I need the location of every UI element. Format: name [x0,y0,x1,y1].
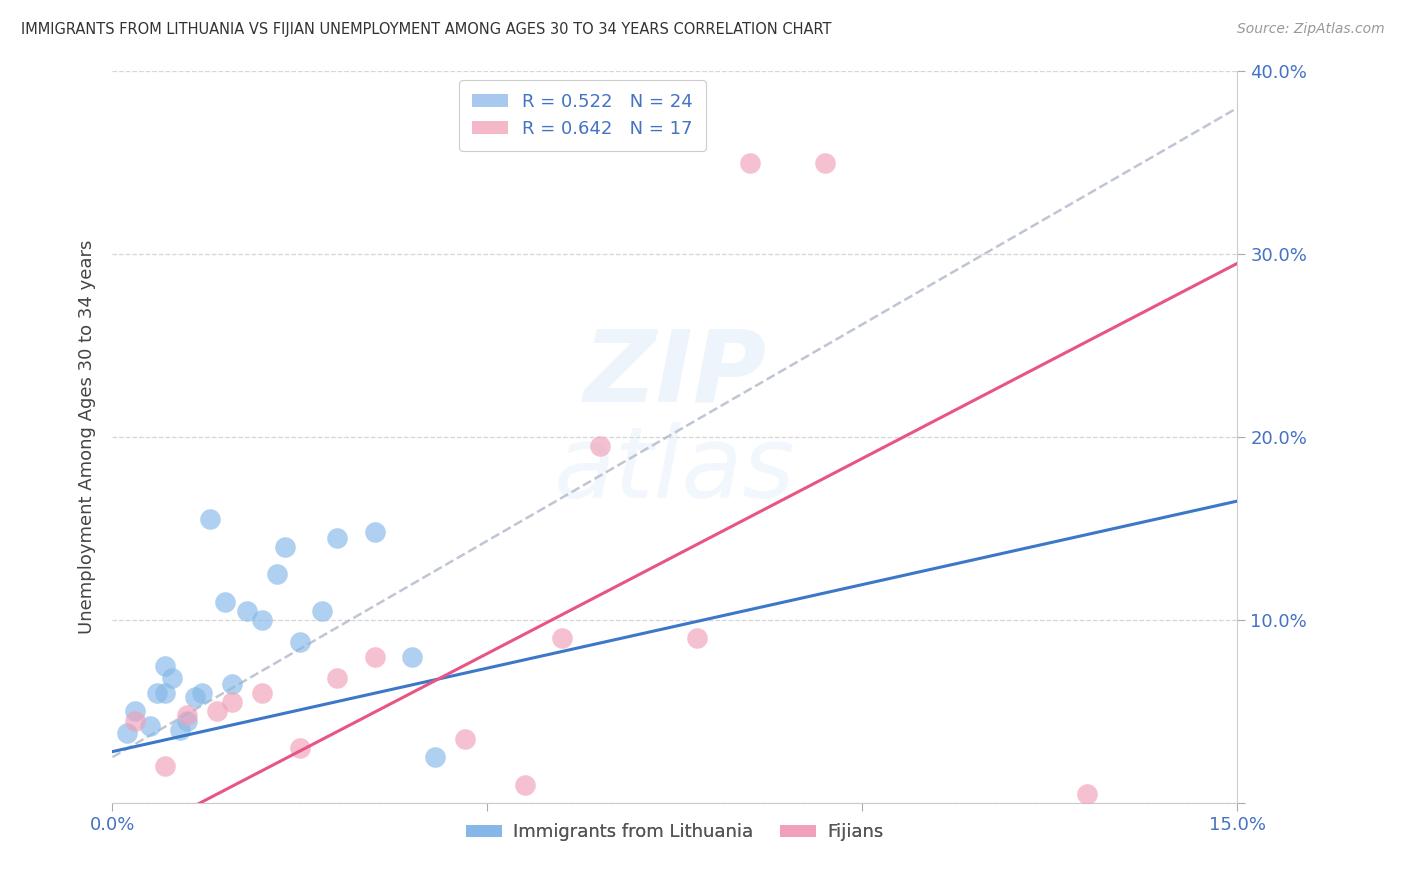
Point [814,156,837,170]
Point [207,705,229,719]
Point [191,686,214,700]
Point [124,705,146,719]
Point [589,439,612,453]
Point [198,512,221,526]
Point [153,658,176,673]
Point [364,649,387,664]
Point [364,525,387,540]
Point [214,594,236,608]
Text: Source: ZipAtlas.com: Source: ZipAtlas.com [1237,22,1385,37]
Point [551,632,574,646]
Point [513,778,536,792]
Point [1076,787,1098,801]
Text: ZIP: ZIP [583,326,766,423]
Text: IMMIGRANTS FROM LITHUANIA VS FIJIAN UNEMPLOYMENT AMONG AGES 30 TO 34 YEARS CORRE: IMMIGRANTS FROM LITHUANIA VS FIJIAN UNEM… [21,22,831,37]
Point [266,567,288,582]
Point [236,604,259,618]
Point [153,759,176,773]
Point [288,635,311,649]
Point [423,750,446,764]
Legend: Immigrants from Lithuania, Fijians: Immigrants from Lithuania, Fijians [458,816,891,848]
Text: atlas: atlas [554,423,796,519]
Point [401,649,423,664]
Y-axis label: Unemployment Among Ages 30 to 34 years: Unemployment Among Ages 30 to 34 years [77,240,96,634]
Point [252,613,274,627]
Point [686,632,709,646]
Point [117,726,139,740]
Point [162,672,184,686]
Point [326,672,349,686]
Point [454,731,477,746]
Point [139,719,162,733]
Point [274,540,297,554]
Point [153,686,176,700]
Point [176,708,198,723]
Point [221,677,243,691]
Point [176,714,198,728]
Point [288,740,311,755]
Point [326,531,349,545]
Point [124,714,146,728]
Point [221,695,243,709]
Point [169,723,191,737]
Point [311,604,333,618]
Point [146,686,169,700]
Point [252,686,274,700]
Point [738,156,761,170]
Point [184,690,207,704]
